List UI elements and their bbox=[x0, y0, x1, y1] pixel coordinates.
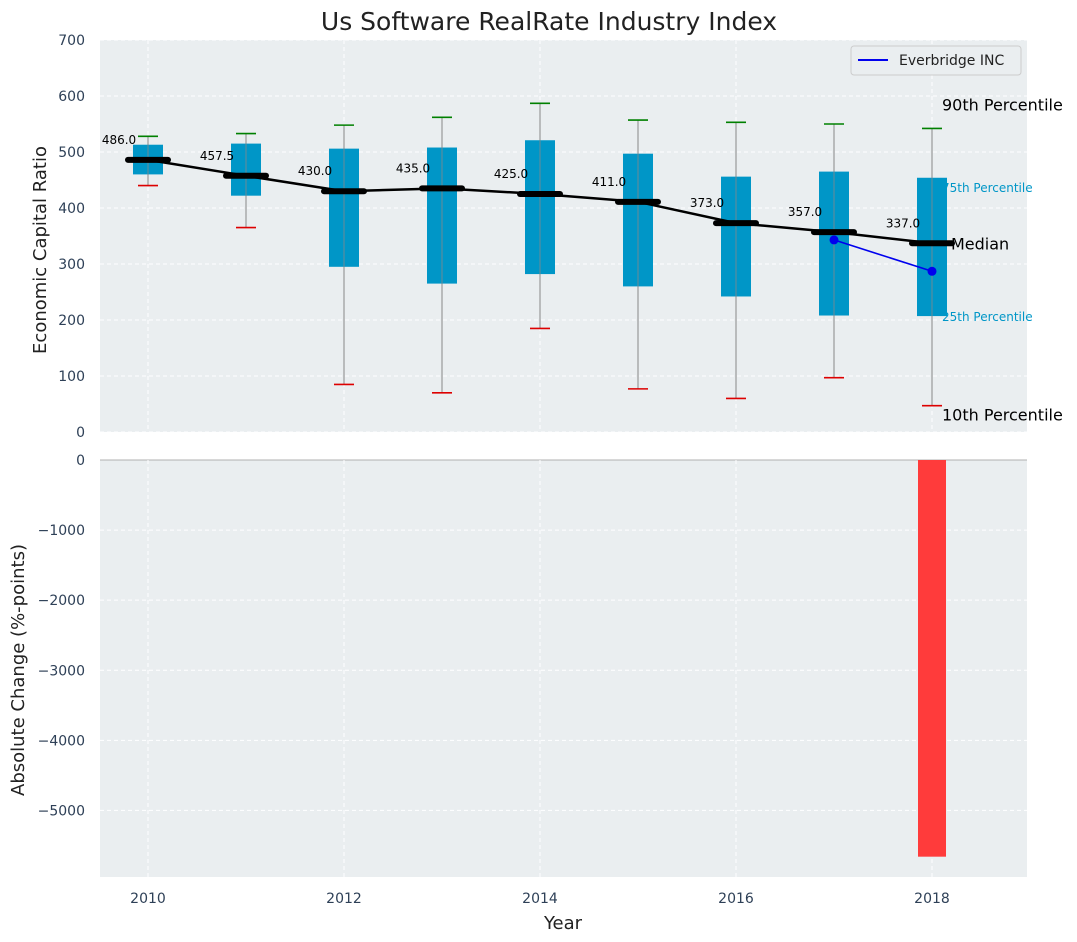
annotation-p25: 25th Percentile bbox=[942, 310, 1033, 324]
company-line bbox=[833, 239, 933, 273]
legend-box bbox=[850, 45, 1022, 76]
top-y-tick-label: 200 bbox=[58, 313, 85, 329]
bottom-y-tick-label: 0 bbox=[76, 453, 85, 469]
top-y-ticks: 0 100 200 300 400 500 600 700 bbox=[58, 33, 85, 441]
x-tick-label: 2018 bbox=[914, 891, 950, 907]
legend-label-everbridge: Everbridge INC bbox=[899, 53, 1004, 69]
median-value-label: 425.0 bbox=[494, 167, 528, 181]
company-series bbox=[829, 235, 937, 276]
bottom-y-tick-label: −4000 bbox=[38, 733, 85, 749]
x-tick-label: 2014 bbox=[522, 891, 558, 907]
median-value-label: 411.0 bbox=[592, 175, 626, 189]
bottom-y-tick-label: −3000 bbox=[38, 663, 85, 679]
x-tick-label: 2010 bbox=[130, 891, 166, 907]
median-value-label: 457.5 bbox=[200, 149, 234, 163]
top-y-tick-label: 0 bbox=[76, 425, 85, 441]
median-trend: 486.0 457.5 430.0 435.0 425.0 411.0 373.0 357.0… bbox=[102, 133, 955, 247]
bottom-grid bbox=[100, 459, 1027, 877]
company-point bbox=[829, 235, 839, 245]
legend[interactable]: Everbridge INC bbox=[850, 45, 1022, 76]
median-value-label: 435.0 bbox=[396, 161, 430, 175]
bottom-y-tick-label: −2000 bbox=[38, 593, 85, 609]
median-value-label: 373.0 bbox=[690, 196, 724, 210]
annotation-p75: 75th Percentile bbox=[942, 181, 1033, 195]
median-value-label: 357.0 bbox=[788, 205, 822, 219]
top-y-tick-label: 600 bbox=[58, 89, 85, 105]
top-panel: 0 100 200 300 400 500 600 700 486.0 457.5 430.0 43… bbox=[30, 33, 1063, 441]
bottom-y-axis-label: Absolute Change (%-points) bbox=[8, 544, 29, 796]
top-y-tick-label: 300 bbox=[58, 257, 85, 273]
bottom-panel: 0−1000−2000−3000−4000−5000 2010 2012 2014 2… bbox=[8, 453, 1027, 934]
x-axis-label: Year bbox=[543, 913, 583, 934]
bottom-plot-background bbox=[100, 460, 1027, 877]
top-y-tick-label: 500 bbox=[58, 145, 85, 161]
x-tick-label: 2012 bbox=[326, 891, 362, 907]
box-plots bbox=[133, 102, 947, 407]
bottom-y-tick-label: −5000 bbox=[38, 803, 85, 819]
top-y-axis-label: Economic Capital Ratio bbox=[30, 146, 51, 354]
annotation-median: Median bbox=[951, 234, 1009, 253]
bottom-y-tick-label: −1000 bbox=[38, 523, 85, 539]
median-value-label: 486.0 bbox=[102, 133, 136, 147]
x-tick-label: 2016 bbox=[718, 891, 754, 907]
chart-title: Us Software RealRate Industry Index bbox=[321, 7, 777, 36]
percentile-annotations: 90th Percentile 75th Percentile Median 25th… bbox=[942, 95, 1063, 424]
change-bar bbox=[918, 460, 946, 857]
bottom-x-ticks: 2010 2012 2014 2016 2018 bbox=[130, 891, 950, 907]
top-y-tick-label: 400 bbox=[58, 201, 85, 217]
change-bars bbox=[918, 460, 946, 857]
annotation-p90: 90th Percentile bbox=[942, 95, 1063, 114]
top-plot-background bbox=[100, 40, 1027, 432]
bottom-y-ticks: 0 −1000 −2000 −3000 −4000 −5000 bbox=[38, 453, 85, 819]
top-y-tick-label: 700 bbox=[58, 33, 85, 49]
company-point bbox=[927, 266, 937, 276]
annotation-p10: 10th Percentile bbox=[942, 406, 1063, 425]
median-value-label: 430.0 bbox=[298, 164, 332, 178]
top-y-tick-label: 100 bbox=[58, 369, 85, 385]
median-value-label: 337.0 bbox=[886, 216, 920, 230]
